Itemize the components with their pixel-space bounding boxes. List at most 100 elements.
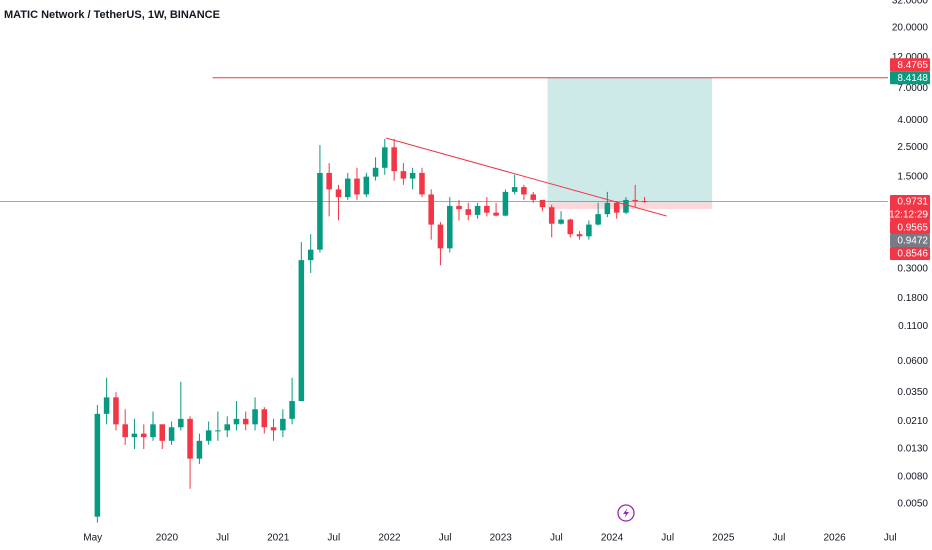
price-label-box <box>890 220 930 234</box>
candle-body <box>103 397 110 414</box>
candle-body <box>484 205 490 213</box>
candle-body <box>548 207 555 224</box>
candle-body <box>447 205 453 249</box>
x-tick-label: 2021 <box>267 533 290 544</box>
candle-body <box>261 409 268 428</box>
candle-body <box>400 171 407 179</box>
candle-body <box>474 205 481 215</box>
price-label-box <box>890 233 930 247</box>
candle-body <box>595 214 601 225</box>
price-label: 0.8546 <box>897 249 928 260</box>
x-tick-label: Jul <box>550 533 563 544</box>
candle-body <box>178 418 184 428</box>
candle-body <box>641 201 648 203</box>
candle-body <box>113 397 119 425</box>
x-tick-label: Jul <box>216 533 229 544</box>
candle-body <box>326 172 332 190</box>
candle-body <box>187 418 193 459</box>
y-tick-label: 2.5000 <box>897 142 928 153</box>
candles <box>94 138 648 523</box>
y-tick-label: 7.0000 <box>897 83 928 94</box>
candle-body <box>511 187 518 192</box>
chart-title: MATIC Network / TetherUS, 1W, BINANCE <box>4 9 220 21</box>
candle-body <box>613 202 620 213</box>
candle-body <box>298 260 305 402</box>
y-tick-label: 4.0000 <box>897 115 928 126</box>
candle-body <box>233 418 240 425</box>
candle-body <box>317 172 323 250</box>
price-label-box <box>890 246 930 260</box>
candle-body <box>307 249 314 261</box>
price-label: 0.9731 <box>897 197 928 208</box>
candle-body <box>604 202 611 215</box>
y-tick-label: 12.0000 <box>892 52 929 63</box>
candle-body <box>456 205 462 210</box>
candle-body <box>159 424 166 441</box>
candle-body <box>623 199 629 213</box>
x-tick-label: Jul <box>773 533 786 544</box>
candle-body <box>168 427 175 441</box>
price-label: 8.4765 <box>897 60 928 71</box>
x-tick-label: 2025 <box>712 533 735 544</box>
candle-body <box>131 433 138 438</box>
time-axis-panel <box>0 527 888 550</box>
candle-body <box>586 224 592 237</box>
x-tick-label: Jul <box>327 533 340 544</box>
countdown-label: 12:12:29 <box>889 210 928 221</box>
x-tick-label: 2023 <box>490 533 513 544</box>
y-tick-label: 0.1100 <box>898 321 928 332</box>
candle-body <box>141 433 147 438</box>
candle-body <box>289 401 295 419</box>
x-tick-label: 2022 <box>378 533 401 544</box>
candle-body <box>224 424 231 431</box>
y-tick-label: 20.0000 <box>892 23 929 34</box>
lightning-icon[interactable] <box>617 504 635 522</box>
candle-body <box>372 167 379 177</box>
y-tick-label: 1.5000 <box>897 171 928 182</box>
candle-body <box>419 172 425 195</box>
candle-body <box>567 219 574 235</box>
candle-body <box>344 178 351 198</box>
candle-body <box>539 199 546 208</box>
price-axis-panel <box>888 0 932 550</box>
candle-body <box>270 427 277 431</box>
y-tick-label: 0.0080 <box>897 472 928 483</box>
price-label-box <box>890 71 930 85</box>
candle-body <box>252 409 258 425</box>
candle-body <box>530 194 537 200</box>
y-tick-label: 0.0350 <box>897 387 928 398</box>
candle-body <box>242 418 249 425</box>
candle-body <box>363 176 370 195</box>
trendline <box>386 137 667 217</box>
candle-body <box>150 424 156 438</box>
candle-body <box>122 424 128 438</box>
price-label: 8.4148 <box>897 73 928 84</box>
icon-bolt <box>623 508 629 518</box>
x-tick-label: 2020 <box>156 533 179 544</box>
y-tick-label: 0.0600 <box>897 356 928 367</box>
y-tick-label: 0.0050 <box>897 498 928 509</box>
x-tick-label: 2026 <box>823 533 846 544</box>
candle-body <box>215 430 221 432</box>
y-tick-label: 0.0130 <box>897 444 928 455</box>
candle-body <box>391 147 397 172</box>
price-label-box <box>890 194 930 221</box>
price-label: 0.9472 <box>897 236 928 247</box>
candle-body <box>502 191 509 216</box>
y-tick-label: 0.0210 <box>897 416 928 427</box>
x-tick-label: Jul <box>884 533 897 544</box>
x-tick-label: Jul <box>661 533 674 544</box>
candle-body <box>335 189 342 198</box>
candle-body <box>280 418 286 431</box>
candle-body <box>196 440 203 459</box>
candle-body <box>382 147 388 168</box>
position-profit-zone <box>547 77 713 203</box>
drawings-front <box>386 137 667 217</box>
candle-body <box>354 178 360 195</box>
candle-body <box>428 194 434 225</box>
candle-body <box>409 172 416 179</box>
candle-body <box>465 209 472 215</box>
